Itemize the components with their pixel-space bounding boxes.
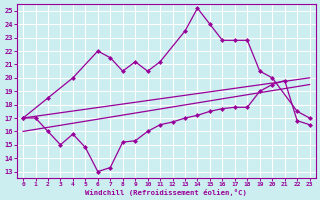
X-axis label: Windchill (Refroidissement éolien,°C): Windchill (Refroidissement éolien,°C)	[85, 189, 247, 196]
